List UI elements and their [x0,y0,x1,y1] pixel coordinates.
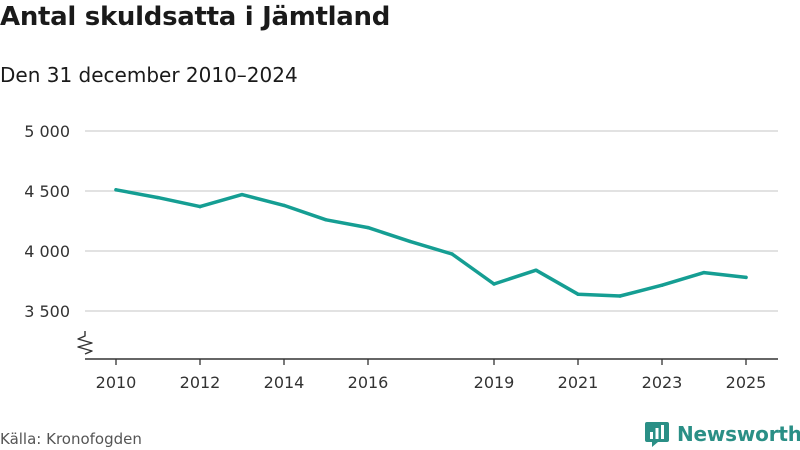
source-note: Källa: Kronofogden [0,430,142,448]
data-point [702,270,706,275]
data-point [660,283,664,287]
newsworthy-logo-icon [645,422,669,447]
data-point [366,225,370,230]
data-point [534,268,538,272]
y-tick-label: 5 000 [24,122,70,141]
y-tick-label: 3 500 [24,302,70,321]
data-point [240,192,244,197]
x-tick-label: 2010 [96,373,137,392]
x-tick-label: 2023 [642,373,683,392]
brand-name: Newsworthy [677,422,800,446]
chart-title: Antal skuldsatta i Jämtland [0,2,391,32]
series-line [114,188,748,298]
chart-subtitle: Den 31 december 2010–2024 [0,63,298,87]
data-point [744,275,748,280]
data-point [198,204,202,209]
data-point [408,239,412,244]
brand-logo: Newsworthy [645,420,800,448]
grid-lines [85,130,778,312]
data-point [576,292,580,296]
data-point [156,195,160,200]
y-tick-label: 4 500 [24,182,70,201]
data-point [492,282,496,286]
x-tick-label: 2019 [474,373,515,392]
y-axis-labels: 3 500 4 000 4 500 5 000 [24,122,70,321]
x-tick-label: 2016 [348,373,389,392]
data-point [618,294,622,298]
x-axis: 2010 2012 2014 2016 2019 2021 2023 2025 [77,331,778,392]
data-point [282,203,286,208]
x-tick-label: 2021 [558,373,599,392]
x-tick-label: 2012 [180,373,221,392]
series [114,188,748,298]
data-point [114,188,118,192]
data-point [324,218,328,222]
data-point [450,252,454,256]
x-tick-label: 2014 [264,373,305,392]
y-tick-label: 4 000 [24,242,70,261]
axis-break-icon [77,331,93,355]
x-tick-label: 2025 [726,373,767,392]
